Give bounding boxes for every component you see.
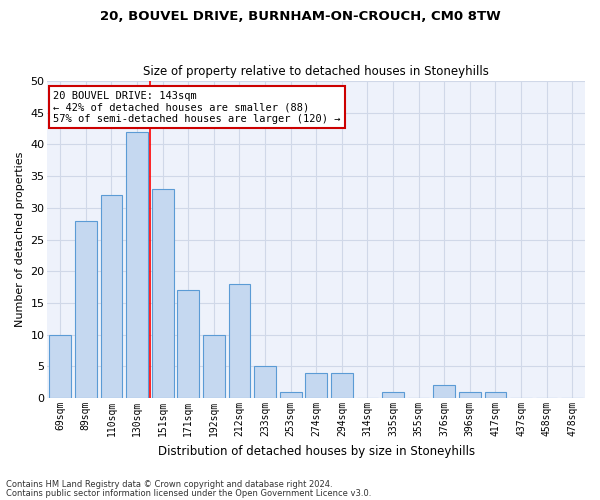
Bar: [459, 392, 481, 398]
Bar: [178, 290, 199, 398]
Bar: [49, 334, 71, 398]
Text: 20, BOUVEL DRIVE, BURNHAM-ON-CROUCH, CM0 8TW: 20, BOUVEL DRIVE, BURNHAM-ON-CROUCH, CM0…: [100, 10, 500, 23]
Text: Contains HM Land Registry data © Crown copyright and database right 2024.: Contains HM Land Registry data © Crown c…: [6, 480, 332, 489]
Bar: [331, 373, 353, 398]
Bar: [203, 334, 225, 398]
Bar: [280, 392, 302, 398]
Bar: [485, 392, 506, 398]
Text: Contains public sector information licensed under the Open Government Licence v3: Contains public sector information licen…: [6, 488, 371, 498]
Title: Size of property relative to detached houses in Stoneyhills: Size of property relative to detached ho…: [143, 66, 489, 78]
Bar: [433, 386, 455, 398]
Text: 20 BOUVEL DRIVE: 143sqm
← 42% of detached houses are smaller (88)
57% of semi-de: 20 BOUVEL DRIVE: 143sqm ← 42% of detache…: [53, 90, 340, 124]
Bar: [382, 392, 404, 398]
Bar: [126, 132, 148, 398]
Bar: [305, 373, 327, 398]
X-axis label: Distribution of detached houses by size in Stoneyhills: Distribution of detached houses by size …: [158, 444, 475, 458]
Bar: [152, 189, 173, 398]
Bar: [75, 220, 97, 398]
Bar: [101, 195, 122, 398]
Bar: [229, 284, 250, 398]
Y-axis label: Number of detached properties: Number of detached properties: [15, 152, 25, 328]
Bar: [254, 366, 276, 398]
